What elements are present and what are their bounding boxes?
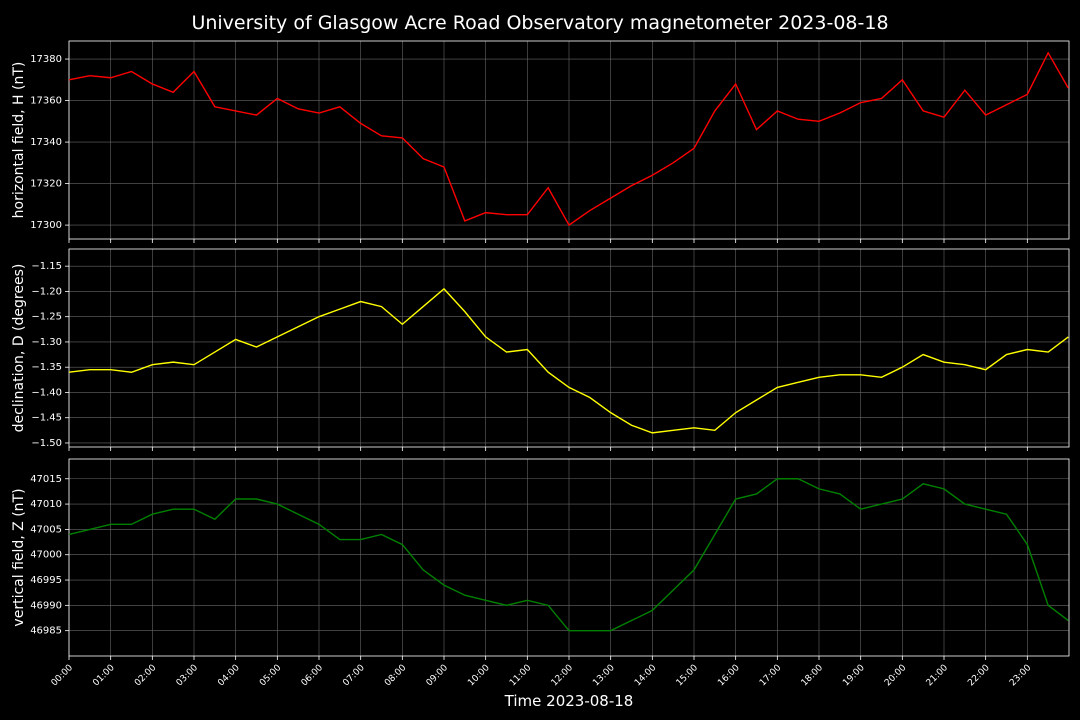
x-tick-label: 17:00 xyxy=(758,663,784,689)
y-tick-label: −1.40 xyxy=(31,387,62,398)
y-tick-label: −1.30 xyxy=(31,337,62,348)
x-axis-label: Time 2023-08-18 xyxy=(504,692,634,710)
y-tick-label: 47000 xyxy=(30,550,62,561)
y-tick-label: 47010 xyxy=(30,499,62,510)
x-tick-label: 04:00 xyxy=(216,663,242,689)
x-tick-label: 15:00 xyxy=(675,663,701,689)
axes-frame xyxy=(68,458,1070,657)
y-tick-label: −1.35 xyxy=(31,362,62,373)
x-tick-label: 02:00 xyxy=(133,663,159,689)
y-tick-label: 17340 xyxy=(30,137,62,148)
y-axis-label: horizontal field, H (nT) xyxy=(11,62,27,219)
x-tick-label: 06:00 xyxy=(300,663,326,689)
x-tick-label: 03:00 xyxy=(175,663,201,689)
data-line xyxy=(68,287,1069,434)
x-tick-label: 19:00 xyxy=(841,663,867,689)
x-tick-label: 11:00 xyxy=(508,663,534,689)
y-tick-label: −1.25 xyxy=(31,312,62,323)
y-tick-label: −1.50 xyxy=(31,438,62,449)
x-tick-label: 20:00 xyxy=(883,663,909,689)
x-tick-label: 01:00 xyxy=(91,663,117,689)
y-tick-label: −1.45 xyxy=(31,413,62,424)
y-axis-label: vertical field, Z (nT) xyxy=(11,488,27,626)
x-tick-label: 05:00 xyxy=(258,663,284,689)
x-tick-label: 22:00 xyxy=(966,663,992,689)
chart-title: University of Glasgow Acre Road Observat… xyxy=(191,12,888,34)
x-tick-label: 18:00 xyxy=(800,663,826,689)
data-line xyxy=(68,51,1069,227)
y-tick-label: 46990 xyxy=(30,600,62,611)
x-tick-label: 00:00 xyxy=(50,663,76,689)
x-tick-label: 12:00 xyxy=(550,663,576,689)
y-tick-label: −1.20 xyxy=(31,286,62,297)
x-tick-label: 14:00 xyxy=(633,663,659,689)
y-tick-label: 46985 xyxy=(30,626,62,637)
x-tick-label: 09:00 xyxy=(425,663,451,689)
axes-frame xyxy=(68,248,1070,448)
y-tick-label: 17300 xyxy=(30,220,62,231)
x-tick-label: 13:00 xyxy=(591,663,617,689)
x-tick-label: 10:00 xyxy=(466,663,492,689)
x-tick-label: 21:00 xyxy=(925,663,951,689)
y-tick-label: 46995 xyxy=(30,575,62,586)
x-tick-label: 07:00 xyxy=(341,663,367,689)
y-tick-label: 47015 xyxy=(30,474,62,485)
y-tick-label: 17380 xyxy=(30,54,62,65)
data-line xyxy=(68,478,1069,632)
y-tick-label: 17360 xyxy=(30,96,62,107)
x-tick-label: 23:00 xyxy=(1008,663,1034,689)
axes-frame xyxy=(68,40,1070,240)
y-tick-label: 17320 xyxy=(30,179,62,190)
y-tick-label: 47005 xyxy=(30,524,62,535)
x-tick-label: 08:00 xyxy=(383,663,409,689)
y-tick-label: −1.15 xyxy=(31,261,62,272)
x-tick-label: 16:00 xyxy=(716,663,742,689)
y-axis-label: declination, D (degrees) xyxy=(11,264,27,433)
